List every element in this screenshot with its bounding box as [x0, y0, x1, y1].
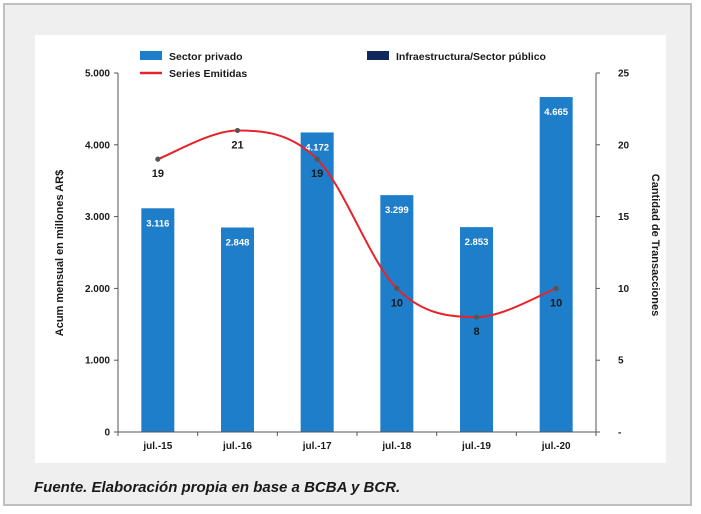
legend-label-sector-privado: Sector privado — [169, 51, 243, 63]
x-tick-label: jul.-19 — [461, 441, 491, 452]
x-tick-label: jul.-16 — [222, 441, 252, 452]
bar-label-jul.-18: 3.299 — [385, 205, 409, 216]
x-tick-label: jul.-15 — [142, 441, 172, 452]
marker-jul.-17 — [314, 156, 320, 162]
left-tick-label: 0 — [104, 428, 110, 439]
left-y-ticks: 0 1.000 2.000 3.000 4.000 5.000 — [85, 69, 118, 439]
marker-jul.-18 — [394, 285, 400, 291]
bar-label-jul.-15: 3.116 — [146, 218, 169, 229]
bar-label-jul.-16: 2.848 — [226, 238, 250, 249]
right-y-ticks: - 5 10 15 20 25 — [596, 69, 630, 439]
legend-swatch-sector-publico — [367, 51, 389, 60]
bars-group — [141, 97, 573, 433]
bar-jul.-16 — [221, 227, 254, 432]
bar-label-jul.-20: 4.665 — [544, 107, 568, 118]
bar-label-jul.-17: 4.172 — [305, 142, 329, 153]
legend: Sector privado Infraestructura/Sector pú… — [140, 51, 546, 80]
left-tick-label: 3.000 — [85, 212, 110, 223]
line-label-jul.-19: 8 — [473, 326, 479, 338]
line-label-jul.-17: 19 — [311, 168, 323, 180]
bar-jul.-20 — [539, 97, 573, 432]
left-tick-label: 2.000 — [85, 284, 110, 295]
right-tick-label: 10 — [618, 284, 630, 295]
legend-swatch-sector-privado — [140, 51, 162, 60]
x-tick-label: jul.-17 — [302, 441, 332, 452]
y2-axis-title: Cantidad de Transacciones — [649, 174, 661, 316]
right-tick-label: - — [618, 428, 621, 439]
right-tick-label: 25 — [618, 69, 630, 80]
line-label-jul.-18: 10 — [391, 297, 403, 309]
line-markers-group — [155, 127, 559, 320]
y-axis-title: Acum mensual en millones AR$ — [54, 170, 66, 336]
bar-labels-group: 3.116 2.848 4.172 3.299 2.853 4.665 — [146, 107, 569, 248]
left-tick-label: 5.000 — [85, 69, 110, 80]
left-tick-label: 1.000 — [85, 356, 110, 367]
line-label-jul.-16: 21 — [231, 139, 243, 151]
legend-label-sector-publico: Infraestructura/Sector público — [396, 51, 546, 63]
x-tick-label: jul.-18 — [381, 441, 411, 452]
marker-jul.-15 — [155, 156, 161, 162]
series-emitidas-line — [157, 129, 557, 319]
figure-caption: Fuente. Elaboración propia en base a BCB… — [34, 479, 401, 496]
line-label-jul.-20: 10 — [550, 297, 562, 309]
marker-jul.-19 — [473, 314, 480, 320]
marker-jul.-16 — [234, 127, 241, 134]
bar-jul.-15 — [141, 208, 175, 432]
bar-jul.-19 — [460, 227, 493, 432]
right-tick-label: 20 — [618, 140, 630, 151]
right-tick-label: 15 — [618, 212, 630, 223]
left-tick-label: 4.000 — [85, 140, 110, 151]
bar-label-jul.-19: 2.853 — [465, 237, 489, 248]
bar-jul.-18 — [380, 195, 414, 432]
line-labels-group: 19 21 19 10 8 10 — [152, 139, 563, 338]
marker-jul.-20 — [553, 285, 559, 291]
bar-jul.-17 — [300, 132, 334, 433]
x-ticks: jul.-15 jul.-16 jul.-17 jul.-18 jul.-19 jul.-… — [117, 432, 597, 452]
right-tick-label: 5 — [618, 356, 624, 367]
x-tick-label: jul.-20 — [541, 441, 571, 452]
legend-label-series-emitidas: Series Emitidas — [169, 68, 247, 80]
line-label-jul.-15: 19 — [152, 168, 164, 180]
